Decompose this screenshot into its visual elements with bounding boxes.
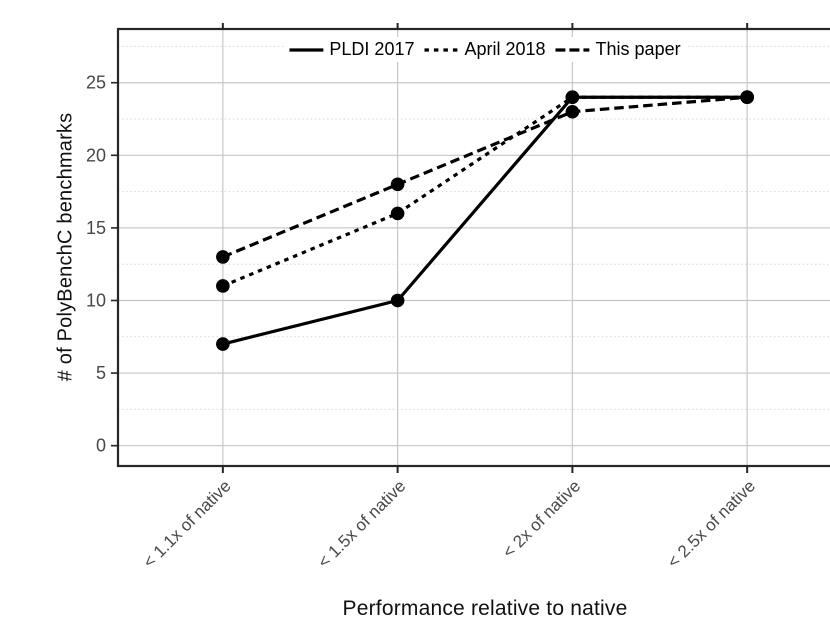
legend-label-this-paper: This paper <box>595 39 681 59</box>
benchmark-line-chart: 0 5 10 15 20 25 < 1.1x of native < 1.5x of nati… <box>40 16 830 620</box>
y-tick-label: 20 <box>86 145 106 165</box>
data-point-marker <box>216 337 230 351</box>
data-point-marker <box>565 104 580 119</box>
chart-legend: PLDI 2017 April 2018 This paper <box>283 37 687 62</box>
solid-line-sample-icon <box>289 47 324 52</box>
dotted-line-sample-icon <box>424 47 459 52</box>
plot-frame <box>116 27 830 468</box>
x-tick-label: < 1.5x of native <box>314 476 409 571</box>
data-point-marker <box>390 177 405 192</box>
dashed-line-sample-icon <box>555 47 590 52</box>
y-axis-label: # of PolyBenchC benchmarks <box>54 112 77 382</box>
y-tick-label: 10 <box>86 290 106 310</box>
data-point-marker <box>740 90 754 105</box>
x-axis-label: Performance relative to native <box>342 597 628 620</box>
y-tick-label: 25 <box>86 73 106 93</box>
legend-label-pldi-2017: PLDI 2017 <box>329 39 415 59</box>
x-tick-label: < 2.5x of native <box>664 476 759 571</box>
legend-item-pldi-2017: PLDI 2017 <box>289 39 414 60</box>
series-line-april-2018 <box>222 95 748 288</box>
legend-label-april-2018: April 2018 <box>464 39 546 59</box>
x-tick-label: < 2x of native <box>499 476 584 561</box>
legend-item-april-2018: April 2018 <box>424 39 546 60</box>
data-point-marker <box>390 206 405 221</box>
series-line-pldi-2017 <box>222 95 748 346</box>
data-point-marker <box>390 293 405 308</box>
x-tick-label: < 1.1x of native <box>139 476 234 571</box>
series-line-this-paper <box>222 95 748 259</box>
y-tick-label: 5 <box>96 363 106 383</box>
legend-item-this-paper: This paper <box>555 39 681 60</box>
y-tick-label: 0 <box>96 436 106 456</box>
plot-area: 0 5 10 15 20 25 < 1.1x of native < 1.5x of nati… <box>86 23 830 572</box>
data-point-marker <box>565 90 580 105</box>
data-point-marker <box>216 250 230 264</box>
data-point-marker <box>216 279 230 293</box>
y-tick-label: 15 <box>86 218 106 238</box>
